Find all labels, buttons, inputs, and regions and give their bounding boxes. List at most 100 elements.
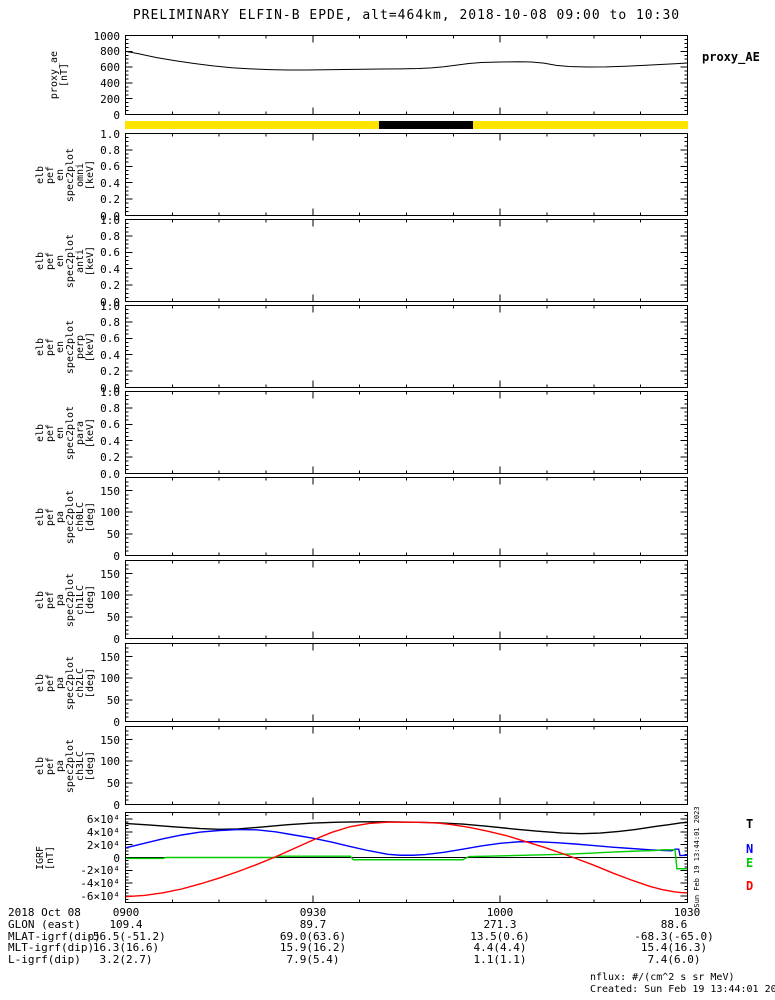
y-tick-label: 2×10⁴ bbox=[86, 838, 120, 852]
y-axis-label-text: IGRF [nT] bbox=[35, 845, 56, 870]
y-tick-label: 0.2 bbox=[100, 279, 120, 293]
y-tick-label: 0.8 bbox=[100, 315, 120, 329]
panel-en_omni bbox=[125, 133, 688, 216]
y-tick-label: 0.0 bbox=[100, 209, 120, 223]
y-axis-label-text: elb pef pa spec2plot ch2LC [deg] bbox=[35, 655, 96, 710]
footer-value: 0930 bbox=[299, 906, 327, 919]
panel-pa_ch0 bbox=[125, 477, 688, 556]
panel-pa_ch2 bbox=[125, 643, 688, 722]
y-tick-label: 0 bbox=[113, 715, 120, 729]
y-tick-label: -4×10⁴ bbox=[80, 877, 120, 891]
series-E bbox=[125, 849, 688, 870]
panel-igrf bbox=[125, 812, 688, 903]
y-tick-label: 200 bbox=[100, 92, 120, 106]
y-axis-label-text: proxy_ae [nT] bbox=[49, 50, 70, 100]
footer-value: 89.7 bbox=[299, 918, 327, 931]
y-axis-label-text: elb pef en spec2plot omni [keV] bbox=[35, 147, 96, 202]
y-tick-label: 1000 bbox=[93, 29, 121, 43]
y-tick-label: 0 bbox=[113, 798, 120, 812]
footer-value: 1000 bbox=[486, 906, 514, 919]
y-axis-label-text: elb pef en spec2plot perp [keV] bbox=[35, 319, 96, 374]
y-tick-label: 0.4 bbox=[100, 434, 120, 448]
y-tick-label: 0.8 bbox=[100, 143, 120, 157]
y-tick-label: 100 bbox=[100, 589, 120, 603]
y-tick-label: 6×10⁴ bbox=[86, 812, 120, 826]
footer-value: 4.4(4.4) bbox=[473, 941, 527, 954]
y-axis-label-text: elb pef pa spec2plot ch1LC [deg] bbox=[35, 572, 96, 627]
y-tick-label: 50 bbox=[106, 776, 120, 790]
y-tick-label: 0.4 bbox=[100, 348, 120, 362]
y-tick-label: 1.0 bbox=[100, 299, 120, 313]
position-bar bbox=[125, 121, 688, 129]
panel-en_perp bbox=[125, 305, 688, 388]
y-tick-label: 0.0 bbox=[100, 467, 120, 481]
series-proxy_AE bbox=[125, 50, 688, 71]
y-tick-label: 0.2 bbox=[100, 451, 120, 465]
series-label-T: T bbox=[746, 817, 754, 832]
y-tick-label: 0.2 bbox=[100, 365, 120, 379]
side-timestamp-text: Sun Feb 19 13:44:01 2023 bbox=[693, 806, 701, 908]
footer-value: 15.9(16.2) bbox=[279, 941, 347, 954]
y-axis-label-text: elb pef en spec2plot anti [keV] bbox=[35, 233, 96, 288]
y-tick-label: 100 bbox=[100, 672, 120, 686]
panel-en_para bbox=[125, 391, 688, 474]
y-axis-label-text: elb pef en spec2plot para [keV] bbox=[35, 405, 96, 460]
footer-row-label: 2018 Oct 08 bbox=[8, 906, 81, 919]
y-tick-label: 150 bbox=[100, 733, 120, 747]
series-D bbox=[125, 821, 688, 898]
y-tick-label: 1.0 bbox=[100, 213, 120, 227]
footer-value: 88.6 bbox=[660, 918, 688, 931]
y-tick-label: 50 bbox=[106, 693, 120, 707]
footer-value: 16.3(16.6) bbox=[92, 941, 160, 954]
panel-en_anti bbox=[125, 219, 688, 302]
footer-value: 271.3 bbox=[483, 918, 517, 931]
footer-value: 3.2(2.7) bbox=[99, 953, 153, 966]
footer-row-label: MLT-igrf(dip) bbox=[8, 941, 95, 954]
y-tick-label: 0 bbox=[113, 549, 120, 563]
series-label-E: E bbox=[746, 855, 754, 870]
y-tick-label: 100 bbox=[100, 755, 120, 769]
y-tick-label: 0 bbox=[113, 108, 120, 122]
footer-value: -68.3(-65.0) bbox=[634, 930, 714, 943]
footer-value: 7.9(5.4) bbox=[286, 953, 340, 966]
y-tick-label: 0.8 bbox=[100, 229, 120, 243]
series-label-N: N bbox=[746, 842, 754, 857]
y-tick-label: 1.0 bbox=[100, 385, 120, 399]
y-tick-label: 0.2 bbox=[100, 193, 120, 207]
y-tick-label: 0.6 bbox=[100, 160, 120, 174]
series-label-D: D bbox=[746, 878, 754, 893]
y-tick-label: 0.8 bbox=[100, 401, 120, 415]
footer-value: 109.4 bbox=[109, 918, 143, 931]
y-tick-label: 0.6 bbox=[100, 246, 120, 260]
y-tick-label: 50 bbox=[106, 527, 120, 541]
plot-title: PRELIMINARY ELFIN-B EPDE, alt=464km, 201… bbox=[132, 8, 681, 23]
created-note: Created: Sun Feb 19 13:44:01 2023 bbox=[590, 984, 775, 995]
y-tick-label: 100 bbox=[100, 506, 120, 520]
y-tick-label: 50 bbox=[106, 610, 120, 624]
footer-value: 13.5(0.6) bbox=[470, 930, 530, 943]
y-tick-label: 0.6 bbox=[100, 332, 120, 346]
y-tick-label: 150 bbox=[100, 567, 120, 581]
panel-pa_ch1 bbox=[125, 560, 688, 639]
y-tick-label: 0.4 bbox=[100, 176, 120, 190]
y-axis-label-text: elb pef pa spec2plot ch3LC [deg] bbox=[35, 738, 96, 793]
panel-pa_ch3 bbox=[125, 726, 688, 805]
footer-value: 15.4(16.3) bbox=[640, 941, 708, 954]
footer-value: 69.0(63.6) bbox=[279, 930, 347, 943]
footer-row-label: GLON (east) bbox=[8, 918, 81, 931]
footer-value: 0900 bbox=[112, 906, 140, 919]
nflux-units-note: nflux: #/(cm^2 s sr MeV) bbox=[590, 972, 735, 983]
y-tick-label: 0 bbox=[113, 851, 120, 865]
y-axis-label-text: elb pef pa spec2plot ch0LC [deg] bbox=[35, 489, 96, 544]
y-tick-label: 4×10⁴ bbox=[86, 825, 120, 839]
footer-row-label: L-igrf(dip) bbox=[8, 953, 81, 966]
y-tick-label: 0 bbox=[113, 632, 120, 646]
y-tick-label: 150 bbox=[100, 484, 120, 498]
position-bar-segment bbox=[379, 121, 473, 129]
y-tick-label: 0.0 bbox=[100, 381, 120, 395]
footer-value: 1.1(1.1) bbox=[473, 953, 527, 966]
y-tick-label: 0.6 bbox=[100, 418, 120, 432]
y-tick-label: 0.4 bbox=[100, 262, 120, 276]
y-tick-label: 0.0 bbox=[100, 295, 120, 309]
